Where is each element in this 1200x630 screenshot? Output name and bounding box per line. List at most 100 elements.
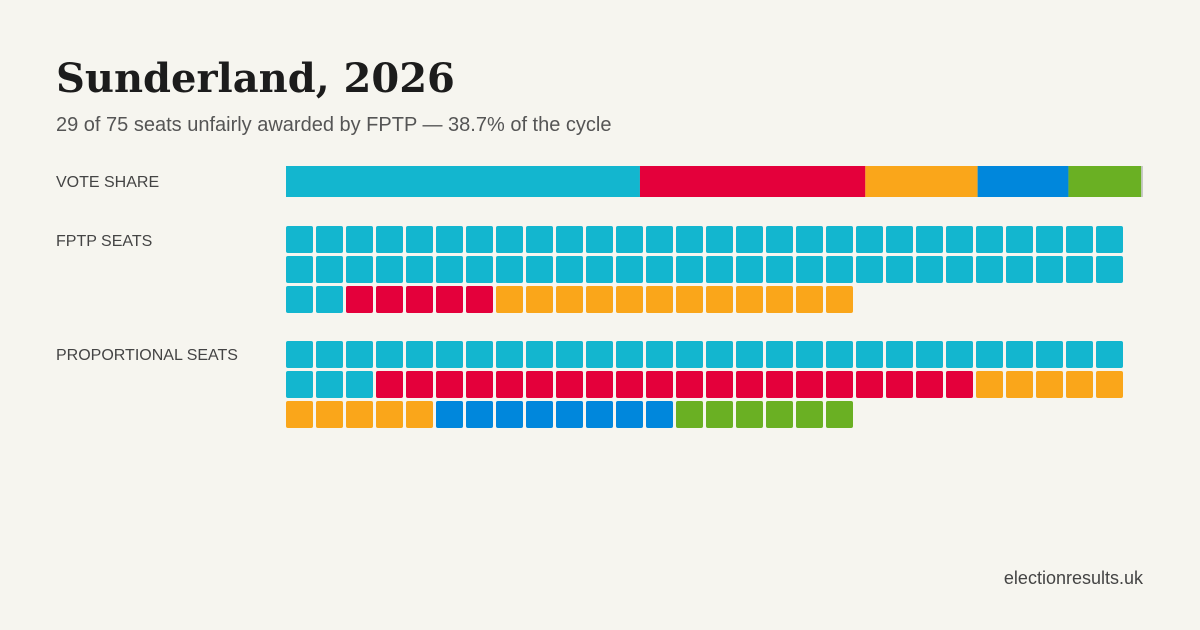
subtitle: 29 of 75 seats unfairly awarded by FPTP … [56, 114, 611, 136]
row-label: PROPORTIONAL SEATS [56, 347, 238, 364]
seat [736, 401, 763, 428]
seat [796, 371, 823, 398]
seat [346, 371, 373, 398]
seat [916, 256, 943, 283]
seat [616, 226, 643, 253]
seat [1036, 256, 1063, 283]
vote-segment [639, 166, 866, 197]
seat [1006, 341, 1033, 368]
seat [646, 371, 673, 398]
seat [556, 401, 583, 428]
seat [616, 286, 643, 313]
seat [1066, 371, 1093, 398]
seat [706, 341, 733, 368]
seat [886, 371, 913, 398]
seat [556, 371, 583, 398]
seat [796, 256, 823, 283]
vote-segment [1068, 166, 1142, 197]
seat [376, 401, 403, 428]
seat [796, 341, 823, 368]
seat [286, 226, 313, 253]
seat [1006, 256, 1033, 283]
seat [1096, 256, 1123, 283]
seat [376, 341, 403, 368]
seat [556, 341, 583, 368]
seat [466, 401, 493, 428]
seat [1006, 226, 1033, 253]
seat [826, 401, 853, 428]
seat [976, 371, 1003, 398]
seat [316, 371, 343, 398]
seat [916, 371, 943, 398]
seat [766, 401, 793, 428]
seat [316, 226, 343, 253]
seat [436, 256, 463, 283]
seat [976, 341, 1003, 368]
seat [616, 371, 643, 398]
seat [616, 341, 643, 368]
seat [406, 286, 433, 313]
seat [796, 226, 823, 253]
seat [886, 226, 913, 253]
seat [316, 401, 343, 428]
seat [646, 286, 673, 313]
seat [886, 256, 913, 283]
seat [376, 286, 403, 313]
seat [616, 256, 643, 283]
seat [286, 286, 313, 313]
seat [646, 226, 673, 253]
seat [946, 341, 973, 368]
seat [616, 401, 643, 428]
seat [676, 371, 703, 398]
seat [646, 256, 673, 283]
vote-segment [1141, 166, 1143, 197]
seat [376, 226, 403, 253]
seat [1066, 226, 1093, 253]
seat [496, 286, 523, 313]
seat [346, 226, 373, 253]
seat [946, 371, 973, 398]
seat [706, 226, 733, 253]
seat [316, 286, 343, 313]
vote-segment [865, 166, 978, 197]
seat [916, 226, 943, 253]
seat [406, 226, 433, 253]
seat [946, 226, 973, 253]
seat [1096, 226, 1123, 253]
seat [826, 286, 853, 313]
seat [1006, 371, 1033, 398]
chart-title: Sunderland, 2026 [56, 55, 455, 102]
seat [796, 401, 823, 428]
seat [406, 401, 433, 428]
seat [586, 226, 613, 253]
seat [976, 256, 1003, 283]
seat [676, 341, 703, 368]
seat [436, 341, 463, 368]
seat [466, 371, 493, 398]
seat [676, 226, 703, 253]
seat [406, 341, 433, 368]
seat [766, 256, 793, 283]
seat [706, 286, 733, 313]
seat [856, 256, 883, 283]
row-label: FPTP SEATS [56, 233, 152, 250]
seat [556, 286, 583, 313]
seat [1036, 226, 1063, 253]
seat [1036, 341, 1063, 368]
seat [586, 401, 613, 428]
seat [526, 226, 553, 253]
seat [946, 256, 973, 283]
seat [526, 401, 553, 428]
seat [586, 286, 613, 313]
seat [1096, 341, 1123, 368]
seat [556, 256, 583, 283]
seat [586, 371, 613, 398]
seat [526, 286, 553, 313]
seat [436, 226, 463, 253]
seat [526, 256, 553, 283]
seat [466, 341, 493, 368]
seat [706, 371, 733, 398]
seat [286, 256, 313, 283]
